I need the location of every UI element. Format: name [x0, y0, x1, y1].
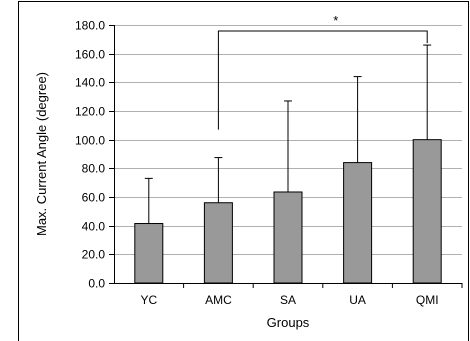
figure-frame	[18, 1, 469, 341]
bar	[343, 162, 373, 284]
x-axis-title: Groups	[267, 315, 310, 330]
y-tick-label: 100.0	[75, 134, 105, 148]
y-tick-label: 0.0	[88, 277, 105, 291]
significance-bracket	[217, 30, 428, 130]
y-axis-title: Max. Current Angle (degree)	[34, 72, 49, 236]
y-tick-label: 180.0	[75, 19, 105, 33]
bar	[203, 202, 233, 284]
y-tick-label: 120.0	[75, 105, 105, 119]
bar	[412, 139, 442, 284]
x-tick-label: AMC	[205, 293, 232, 307]
x-tick-label: QMI	[416, 293, 439, 307]
bars	[134, 44, 442, 284]
annotations: *	[217, 13, 428, 130]
x-tick-label: YC	[140, 293, 157, 307]
x-tick-label: UA	[349, 293, 366, 307]
y-tick-label: 20.0	[82, 248, 106, 262]
x-tick-label: SA	[280, 293, 296, 307]
y-tick-label: 160.0	[75, 48, 105, 62]
y-tick-label: 140.0	[75, 76, 105, 90]
y-tick-label: 40.0	[82, 220, 106, 234]
y-tick-label: 60.0	[82, 191, 106, 205]
y-tick-label: 80.0	[82, 162, 106, 176]
axes: 0.0 20.0 40.0 60.0 80.0 100.0 120.0 140.0 160.0 1…	[75, 19, 463, 307]
bar	[134, 223, 164, 284]
bar	[273, 191, 303, 284]
significance-label: *	[333, 13, 338, 28]
